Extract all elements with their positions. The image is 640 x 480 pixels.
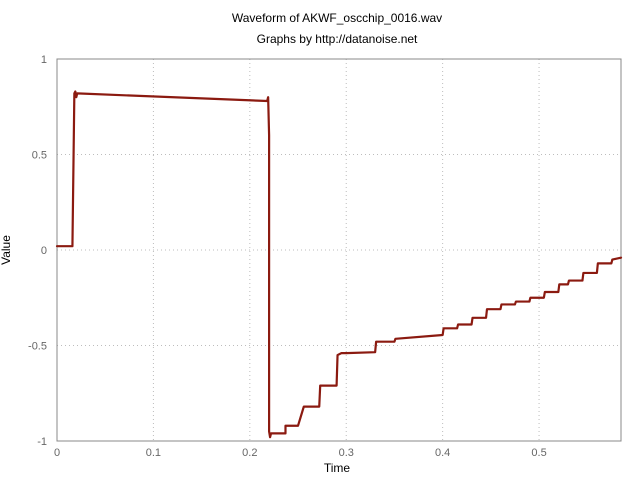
y-tick-label: 0.5: [32, 150, 47, 162]
y-tick-label: 0: [41, 245, 47, 257]
chart-subtitle: Graphs by http://datanoise.net: [257, 32, 418, 46]
waveform-line: [55, 90, 623, 439]
x-tick-label: 0.1: [146, 447, 161, 459]
y-tick-label: -0.5: [28, 341, 47, 353]
x-tick-label: 0.3: [339, 447, 354, 459]
x-tick-label: 0: [54, 447, 60, 459]
y-tick-label: -1: [37, 436, 47, 448]
x-tick-label: 0.2: [242, 447, 257, 459]
series-layer: [55, 90, 623, 439]
grid-lines: [57, 59, 621, 441]
x-tick-label: 0.5: [531, 447, 546, 459]
y-axis-label: Value: [0, 235, 13, 265]
chart-title: Waveform of AKWF_oscchip_0016.wav: [232, 11, 442, 25]
plot-frame: [56, 58, 622, 442]
tick-labels: 0 0.1 0.2 0.3 0.4 0.5 1 0.5 0 -0.5 -1: [28, 54, 547, 459]
x-axis-label: Time: [324, 461, 351, 475]
x-tick-label: 0.4: [435, 447, 450, 459]
y-tick-label: 1: [41, 54, 47, 66]
